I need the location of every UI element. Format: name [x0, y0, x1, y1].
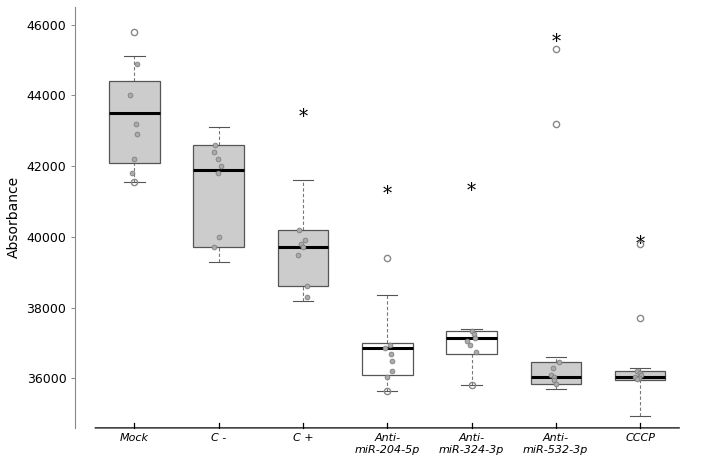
Bar	[530, 363, 581, 383]
Text: *: *	[467, 182, 476, 200]
Bar	[446, 331, 497, 353]
Bar	[193, 145, 244, 248]
Text: *: *	[299, 108, 308, 126]
Y-axis label: Absorbance: Absorbance	[7, 176, 21, 258]
Bar	[109, 81, 160, 163]
Bar	[362, 343, 412, 375]
Text: *: *	[551, 33, 561, 51]
Bar	[277, 230, 328, 286]
Bar	[615, 371, 665, 380]
Text: *: *	[383, 185, 392, 203]
Text: *: *	[635, 235, 645, 253]
